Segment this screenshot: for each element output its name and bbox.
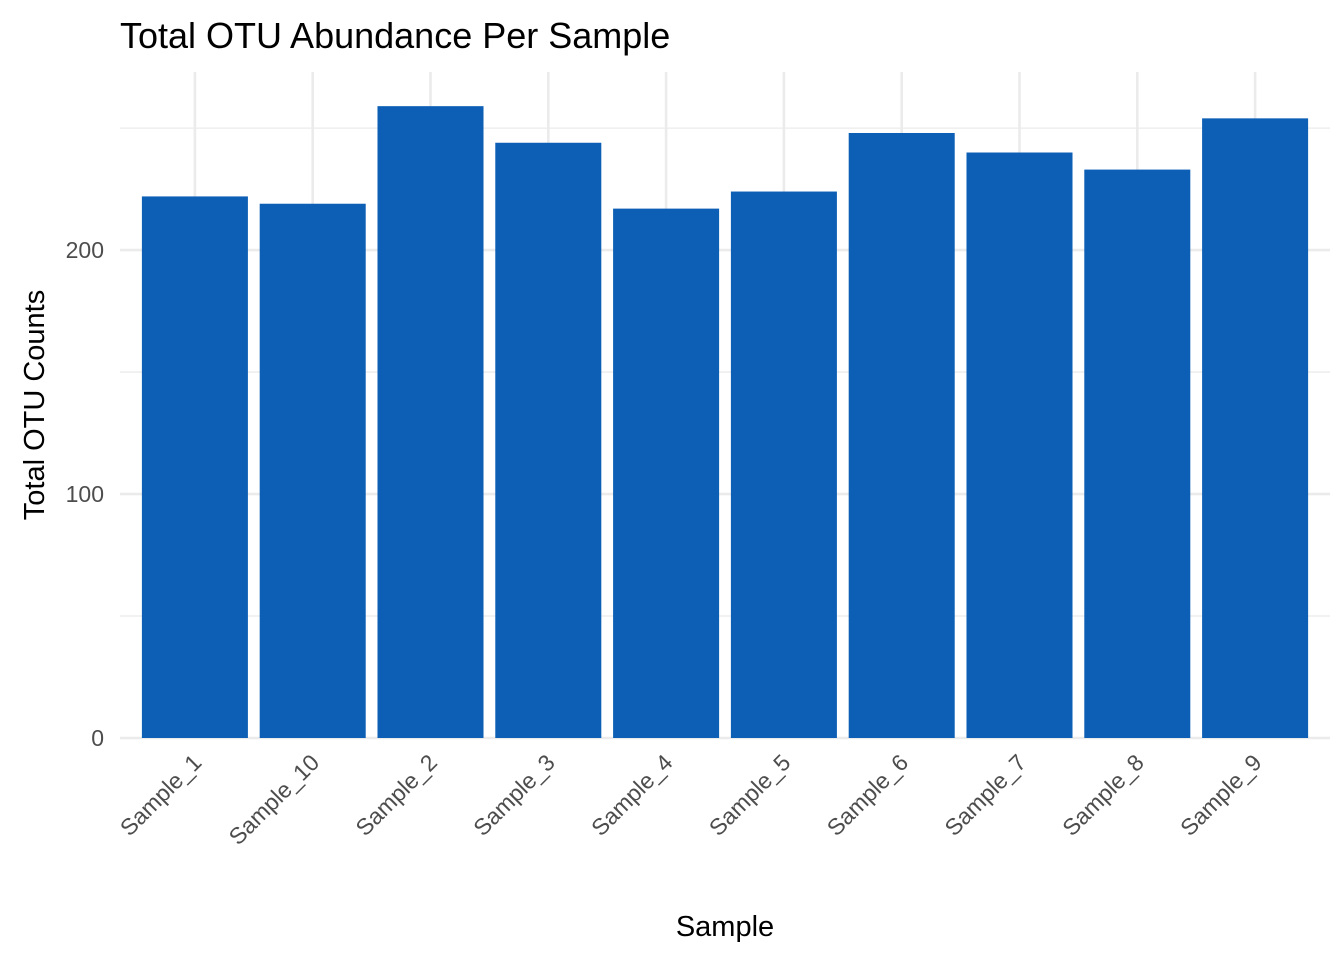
y-axis-title: Total OTU Counts <box>19 290 51 520</box>
bar-sample-3 <box>495 142 602 738</box>
x-tick-label: Sample_10 <box>224 749 325 850</box>
bar-sample-4 <box>613 208 720 739</box>
bar-sample-1 <box>141 196 248 738</box>
y-axis-ticks: 0 100 200 <box>66 237 104 751</box>
x-tick-label: Sample_7 <box>939 749 1031 841</box>
bar-sample-8 <box>1084 169 1191 739</box>
x-tick-label: Sample_9 <box>1175 749 1267 841</box>
x-tick-label: Sample_3 <box>468 749 560 841</box>
bar-sample-9 <box>1202 118 1309 739</box>
bar-sample-10 <box>259 203 366 738</box>
bar-sample-2 <box>377 106 484 738</box>
x-axis-title: Sample <box>676 911 774 943</box>
y-tick-label: 100 <box>66 481 104 507</box>
chart-title: Total OTU Abundance Per Sample <box>120 15 670 56</box>
x-tick-label: Sample_8 <box>1057 749 1149 841</box>
bar-sample-5 <box>730 191 837 739</box>
bars <box>141 106 1309 739</box>
bar-sample-7 <box>966 152 1073 738</box>
x-tick-label: Sample_1 <box>115 749 207 841</box>
x-tick-label: Sample_6 <box>822 749 914 841</box>
y-tick-label: 0 <box>91 725 104 751</box>
bar-sample-6 <box>848 132 955 738</box>
x-axis-ticks: Sample_1 Sample_10 Sample_2 Sample_3 Sample_… <box>115 749 1267 850</box>
x-tick-label: Sample_4 <box>586 749 678 841</box>
y-tick-label: 200 <box>66 237 104 263</box>
x-tick-label: Sample_2 <box>350 749 442 841</box>
x-tick-label: Sample_5 <box>704 749 796 841</box>
